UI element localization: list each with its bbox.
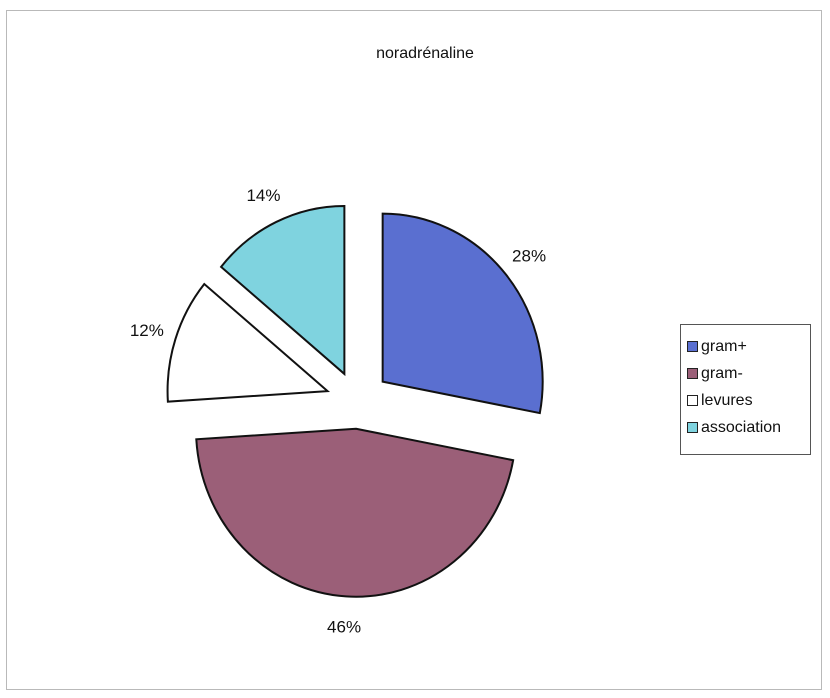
pie-slice-levures bbox=[166, 282, 331, 403]
pie-slice-gram-plus bbox=[381, 212, 544, 415]
legend-item-gram-plus: gram+ bbox=[687, 333, 804, 360]
legend-label-gram-plus: gram+ bbox=[701, 337, 747, 355]
slice-label-gram-minus: 46% bbox=[327, 617, 361, 636]
slice-labels: 28% 46% 12% 14% bbox=[130, 186, 546, 637]
slice-label-levures: 12% bbox=[130, 321, 164, 340]
legend: gram+ gram- levures association bbox=[680, 324, 811, 455]
legend-swatch-levures bbox=[687, 395, 698, 406]
slice-label-association: 14% bbox=[246, 186, 280, 205]
legend-swatch-association bbox=[687, 422, 698, 433]
pie-slice-association bbox=[219, 204, 346, 377]
legend-swatch-gram-plus bbox=[687, 341, 698, 352]
pie-slice-gram-minus bbox=[195, 427, 515, 598]
pie-slices bbox=[166, 204, 544, 598]
legend-label-association: association bbox=[701, 418, 782, 436]
legend-item-association: association bbox=[687, 414, 804, 441]
legend-item-levures: levures bbox=[687, 387, 804, 414]
chart-title: noradrénaline bbox=[376, 45, 474, 62]
legend-label-levures: levures bbox=[701, 391, 753, 409]
legend-label-gram-minus: gram- bbox=[701, 364, 743, 382]
slice-label-gram-plus: 28% bbox=[512, 246, 546, 265]
legend-swatch-gram-minus bbox=[687, 368, 698, 379]
legend-item-gram-minus: gram- bbox=[687, 360, 804, 387]
